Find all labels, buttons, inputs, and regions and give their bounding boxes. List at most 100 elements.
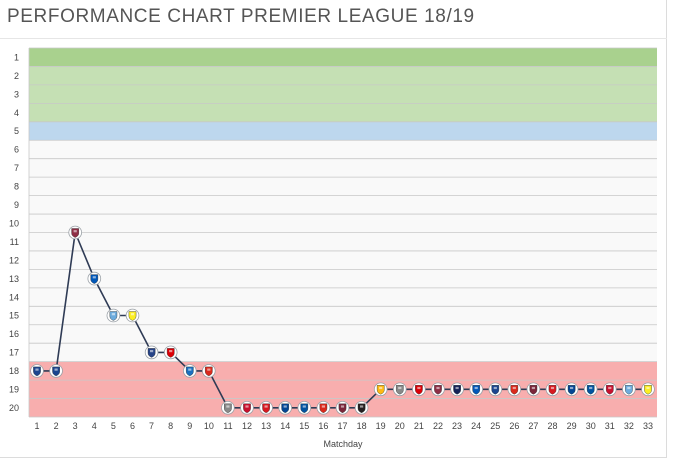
southampton-crest-icon — [259, 400, 273, 415]
x-tick-label: 24 — [471, 421, 481, 431]
y-tick-label: 9 — [14, 200, 19, 210]
brighton-crest-icon — [469, 382, 484, 397]
manchester-united-crest-icon — [507, 382, 522, 397]
crest-shield — [357, 403, 366, 414]
x-tick-label: 19 — [376, 421, 386, 431]
crest-shield — [605, 385, 614, 395]
x-tick-label: 17 — [337, 421, 347, 431]
crest-shield — [472, 385, 481, 395]
crest-shield — [281, 403, 290, 414]
crest-shield — [166, 348, 175, 358]
crystal-palace-crest-icon — [30, 364, 44, 378]
x-tick-label: 12 — [242, 421, 252, 431]
x-tick-label: 4 — [92, 421, 97, 431]
x-tick-label: 16 — [318, 421, 328, 431]
crest-emblem — [111, 313, 115, 316]
y-tick-label: 12 — [9, 255, 19, 265]
burnley-crest-icon — [431, 382, 445, 397]
y-tick-label: 11 — [10, 237, 19, 247]
y-tick-label: 8 — [14, 182, 19, 192]
crest-shield — [205, 366, 213, 377]
x-tick-label: 10 — [204, 421, 214, 431]
crest-emblem — [379, 386, 383, 390]
arsenal-crest-icon — [163, 345, 178, 360]
x-tick-label: 21 — [414, 421, 424, 431]
crest-emblem — [531, 386, 535, 390]
crest-shield — [300, 403, 309, 414]
crest-emblem — [474, 386, 478, 390]
y-tick-label: 3 — [14, 89, 19, 99]
x-tick-label: 1 — [34, 421, 39, 431]
x-tick-label: 32 — [624, 421, 634, 431]
y-tick-label: 5 — [14, 126, 19, 136]
x-tick-label: 23 — [452, 421, 462, 431]
crest-emblem — [646, 386, 650, 390]
y-tick-label: 19 — [9, 385, 19, 395]
crest-emblem — [226, 405, 230, 408]
zone-band-3 — [29, 121, 657, 141]
crest-shield — [52, 366, 60, 377]
zone-band-2 — [29, 66, 657, 122]
crest-emblem — [54, 368, 58, 371]
x-tick-label: 13 — [261, 421, 271, 431]
x-tick-label: 29 — [567, 421, 577, 431]
x-tick-label: 20 — [395, 421, 405, 431]
crest-shield — [147, 348, 156, 358]
crest-shield — [395, 385, 404, 395]
crest-emblem — [436, 386, 440, 390]
chelsea-crest-icon — [278, 400, 293, 415]
crest-emblem — [608, 386, 612, 390]
zone-band-1 — [29, 48, 657, 67]
crest-emblem — [493, 386, 497, 390]
crest-emblem — [264, 405, 268, 408]
y-tick-label: 7 — [14, 163, 19, 173]
crest-emblem — [169, 350, 173, 353]
crest-emblem — [360, 405, 364, 408]
manchester-city-crest-icon — [622, 382, 636, 397]
burnley-crest-icon — [68, 225, 82, 240]
crest-emblem — [455, 386, 459, 390]
chelsea-crest-icon — [564, 382, 579, 397]
y-tick-label: 6 — [14, 145, 19, 155]
x-axis-labels: 1 2 3 4 5 6 7 8 9 10 11 12 13 14 15 16 17 18 19 20 21 22 23 24 2… — [34, 421, 653, 431]
y-tick-label: 2 — [14, 71, 19, 81]
west-ham-crest-icon — [526, 382, 541, 397]
newcastle-crest-icon — [354, 400, 369, 415]
crest-emblem — [92, 276, 96, 279]
crest-shield — [586, 385, 595, 395]
x-tick-label: 2 — [54, 421, 59, 431]
x-tick-label: 6 — [130, 421, 135, 431]
x-tick-label: 3 — [73, 421, 78, 431]
crystal-palace-crest-icon — [488, 382, 503, 397]
fulham-crest-icon — [221, 400, 235, 415]
page-title: PERFORMANCE CHART PREMIER LEAGUE 18/19 — [7, 6, 475, 27]
x-tick-label: 30 — [586, 421, 596, 431]
crest-emblem — [302, 405, 306, 408]
wolves-crest-icon — [373, 382, 388, 397]
grid-lines — [28, 47, 657, 418]
crest-emblem — [188, 368, 192, 371]
x-tick-label: 9 — [187, 421, 192, 431]
crest-emblem — [35, 368, 39, 371]
crest-shield — [224, 403, 232, 414]
x-tick-label: 18 — [357, 421, 367, 431]
tottenham-crest-icon — [450, 382, 464, 397]
watford-crest-icon — [125, 308, 140, 323]
x-tick-label: 33 — [643, 421, 653, 431]
manchester-united-crest-icon — [316, 400, 331, 415]
crest-shield — [625, 385, 633, 395]
y-tick-label: 14 — [9, 292, 19, 302]
x-axis-title: Matchday — [323, 439, 363, 449]
crest-emblem — [130, 313, 135, 316]
crest-shield — [644, 385, 652, 395]
watford-crest-icon — [641, 382, 655, 397]
x-tick-label: 15 — [299, 421, 309, 431]
crest-shield — [338, 403, 347, 414]
crest-emblem — [245, 405, 249, 408]
cardiff-crest-icon — [183, 364, 197, 378]
brighton-crest-icon — [87, 271, 102, 286]
crest-emblem — [321, 405, 325, 408]
everton-crest-icon — [144, 345, 159, 360]
crest-emblem — [398, 386, 402, 390]
